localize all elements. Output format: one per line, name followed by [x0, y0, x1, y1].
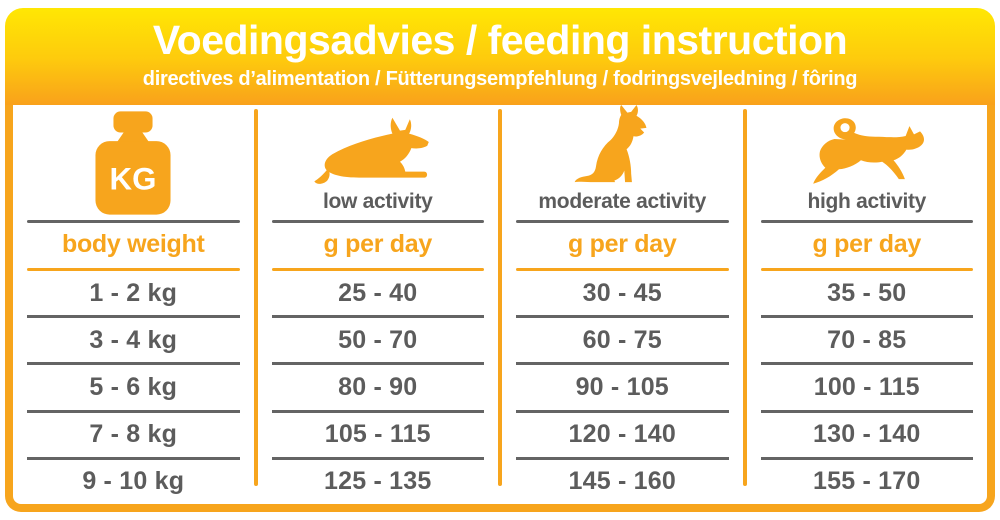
- activity-label: low activity: [322, 190, 433, 213]
- column-high-activity: high activity g per day 35 - 50 70 - 85 …: [747, 105, 988, 504]
- table-cell: 3 - 4 kg: [27, 318, 240, 366]
- table-cell: 155 - 170: [813, 467, 921, 496]
- feeding-instruction-card: Voedingsadvies / feeding instruction dir…: [5, 8, 995, 512]
- table-cell: 145 - 160: [568, 467, 676, 496]
- column-moderate-activity: moderate activity g per day 30 - 45 60 -…: [502, 105, 743, 504]
- unit-label: g per day: [812, 230, 922, 258]
- table-cell: 1 - 2 kg: [27, 271, 240, 319]
- data-rows: 1 - 2 kg 3 - 4 kg 5 - 6 kg 7 - 8 kg 9 - …: [27, 271, 240, 504]
- page-subtitle: directives d’alimentation / Fütterungsem…: [142, 68, 858, 91]
- table-cell: 90 - 105: [516, 365, 729, 413]
- feeding-table: KG body weight 1 - 2 kg 3 - 4 kg 5 - 6 k…: [5, 105, 995, 512]
- table-cell: 25 - 40: [271, 271, 484, 319]
- header-divider-gray: [27, 220, 240, 223]
- dog-lying-icon: [312, 117, 444, 189]
- table-cell: 80 - 90: [271, 365, 484, 413]
- table-cell: 9 - 10 kg: [82, 467, 185, 496]
- column-header-zone: KG: [27, 105, 240, 215]
- card-header: Voedingsadvies / feeding instruction dir…: [5, 8, 995, 105]
- table-cell: 105 - 115: [271, 413, 484, 460]
- kg-icon-label: KG: [110, 162, 157, 197]
- table-cell: 7 - 8 kg: [27, 413, 240, 460]
- table-cell: 70 - 85: [760, 318, 973, 366]
- unit-label: g per day: [323, 230, 433, 258]
- table-cell: 5 - 6 kg: [27, 365, 240, 413]
- activity-label: moderate activity: [538, 190, 707, 213]
- activity-label: high activity: [807, 190, 927, 213]
- column-header-zone: moderate activity: [516, 105, 729, 215]
- data-rows: 35 - 50 70 - 85 100 - 115 130 - 140 155 …: [760, 271, 973, 504]
- table-cell: 130 - 140: [760, 413, 973, 460]
- header-divider-gray: [271, 220, 484, 223]
- header-divider-orange: [516, 268, 729, 271]
- unit-label: g per day: [568, 230, 677, 258]
- column-divider: [498, 109, 502, 486]
- table-cell: 60 - 75: [516, 318, 729, 366]
- column-divider: [742, 109, 747, 486]
- dog-sitting-icon: [569, 105, 675, 189]
- header-divider-orange: [27, 268, 240, 271]
- column-header-zone: low activity: [272, 105, 485, 215]
- header-divider-gray: [760, 220, 973, 223]
- column-divider: [253, 109, 258, 486]
- column-header-zone: high activity: [761, 105, 974, 215]
- dog-running-icon: [801, 117, 933, 189]
- unit-label: body weight: [61, 230, 205, 258]
- table-cell: 30 - 45: [516, 271, 729, 319]
- column-low-activity: low activity g per day 25 - 40 50 - 70 8…: [258, 105, 499, 504]
- data-rows: 30 - 45 60 - 75 90 - 105 120 - 140 145 -…: [516, 271, 729, 504]
- page-title: Voedingsadvies / feeding instruction: [152, 17, 848, 63]
- table-cell: 35 - 50: [760, 271, 973, 319]
- header-divider-gray: [516, 220, 729, 223]
- data-rows: 25 - 40 50 - 70 80 - 90 105 - 115 125 - …: [271, 271, 484, 504]
- header-divider-orange: [760, 268, 973, 271]
- table-cell: 125 - 135: [324, 467, 432, 496]
- column-body-weight: KG body weight 1 - 2 kg 3 - 4 kg 5 - 6 k…: [13, 105, 254, 504]
- header-divider-orange: [271, 268, 484, 271]
- table-cell: 120 - 140: [516, 413, 729, 460]
- table-cell: 100 - 115: [760, 365, 973, 413]
- table-cell: 50 - 70: [271, 318, 484, 366]
- kg-weight-icon: KG: [90, 111, 176, 215]
